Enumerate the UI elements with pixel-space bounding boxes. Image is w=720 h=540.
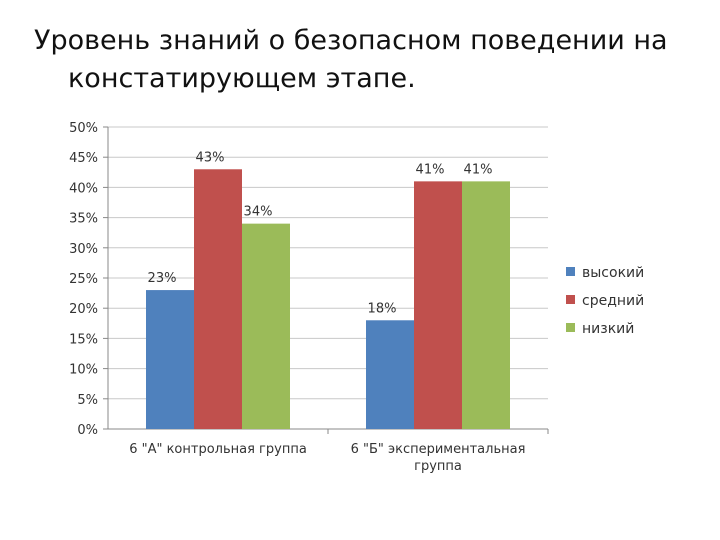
bar-1-category-1 (146, 290, 194, 429)
bar-1-category-2 (366, 320, 414, 429)
data-label: 41% (416, 162, 445, 177)
x-category-label: группа (414, 459, 462, 474)
y-tick-label: 15% (69, 332, 98, 347)
y-tick-label: 50% (69, 121, 98, 136)
slide-title: Уровень знаний о безопасном поведении на… (34, 22, 694, 98)
data-label: 34% (244, 205, 273, 220)
y-tick-label: 25% (69, 272, 98, 287)
y-tick-label: 40% (69, 181, 98, 196)
y-tick-label: 0% (77, 423, 98, 438)
legend-label-3: низкий (582, 321, 634, 337)
y-tick-label: 5% (77, 393, 98, 408)
legend-label-1: высокий (582, 265, 644, 281)
slide-title-line-2: констатирующем этапе. (68, 63, 416, 94)
data-label: 41% (464, 162, 493, 177)
y-tick-label: 35% (69, 212, 98, 227)
y-tick-label: 10% (69, 363, 98, 378)
data-label: 23% (148, 271, 177, 286)
y-tick-label: 45% (69, 151, 98, 166)
x-category-label: 6 "А" контрольная группа (129, 442, 307, 457)
bar-2-category-2 (414, 181, 462, 429)
legend-swatch-2 (566, 295, 575, 304)
data-label: 18% (368, 301, 397, 316)
y-tick-label: 20% (69, 302, 98, 317)
data-label: 43% (196, 150, 225, 165)
y-tick-label: 30% (69, 242, 98, 257)
x-category-label: 6 "Б" экспериментальная (351, 442, 526, 457)
bar-2-category-1 (194, 169, 242, 429)
legend-label-2: средний (582, 293, 644, 309)
legend-swatch-3 (566, 323, 575, 332)
bar-3-category-1 (242, 223, 290, 429)
slide-title-line-1: Уровень знаний о безопасном поведении на (34, 25, 668, 56)
bar-3-category-2 (462, 181, 510, 429)
legend-swatch-1 (566, 267, 575, 276)
